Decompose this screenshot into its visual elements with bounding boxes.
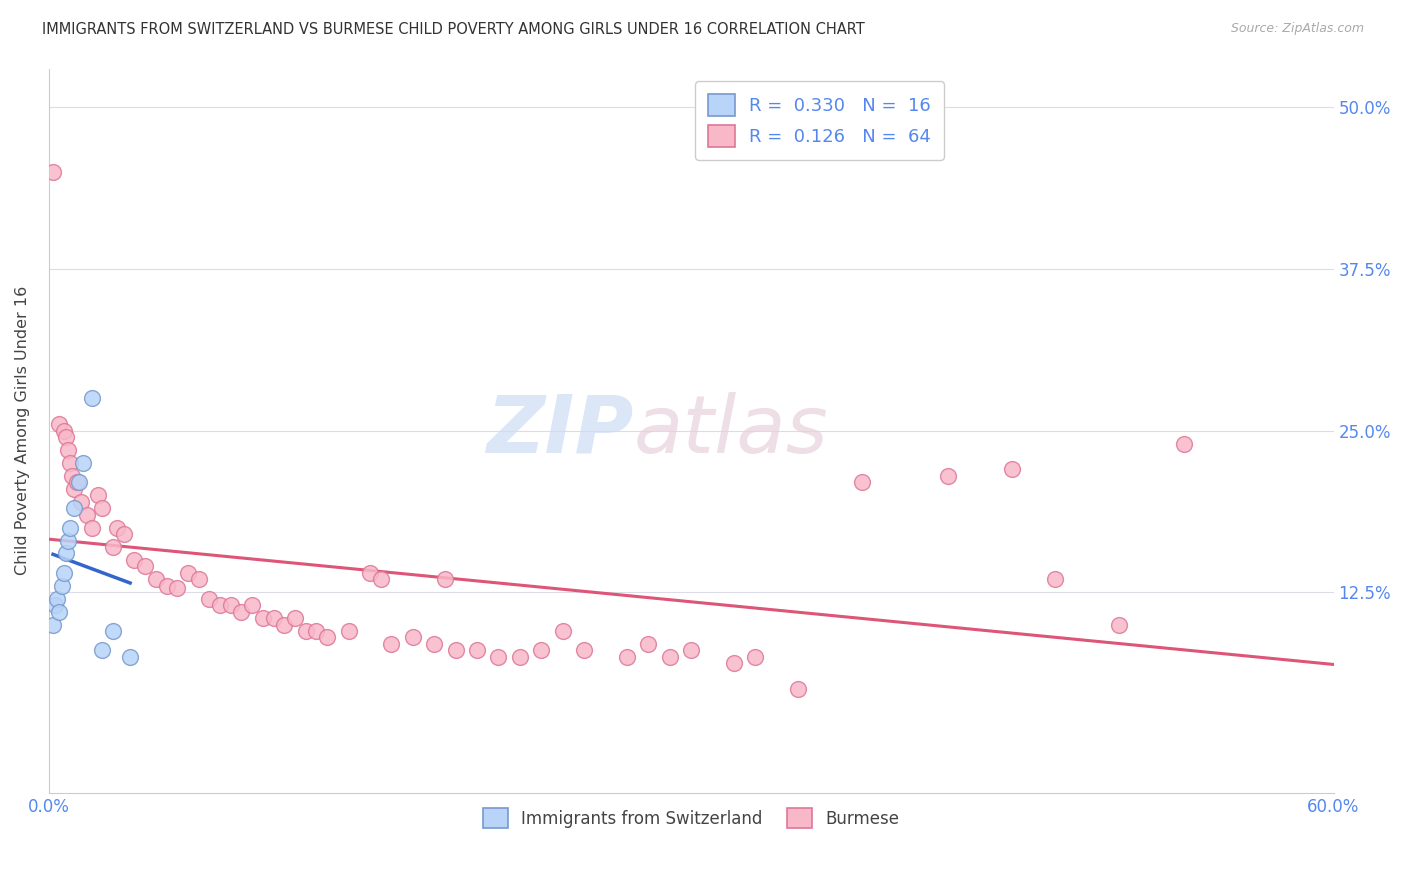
Point xyxy=(101,624,124,638)
Point xyxy=(402,631,425,645)
Point xyxy=(70,494,93,508)
Point xyxy=(52,424,75,438)
Point xyxy=(112,527,135,541)
Point xyxy=(486,649,509,664)
Text: ZIP: ZIP xyxy=(486,392,633,469)
Point xyxy=(530,643,553,657)
Text: Source: ZipAtlas.com: Source: ZipAtlas.com xyxy=(1230,22,1364,36)
Point xyxy=(65,475,87,490)
Point xyxy=(252,611,274,625)
Point xyxy=(101,540,124,554)
Point xyxy=(67,475,90,490)
Point xyxy=(48,417,70,431)
Point xyxy=(145,572,167,586)
Point xyxy=(359,566,381,580)
Point xyxy=(177,566,200,580)
Point xyxy=(209,598,232,612)
Point xyxy=(124,553,146,567)
Point xyxy=(63,482,86,496)
Point xyxy=(380,637,402,651)
Point xyxy=(55,430,77,444)
Point xyxy=(616,649,638,664)
Point xyxy=(572,643,595,657)
Point xyxy=(105,520,128,534)
Point xyxy=(42,165,65,179)
Point xyxy=(305,624,328,638)
Point xyxy=(51,579,73,593)
Point xyxy=(465,643,488,657)
Point xyxy=(59,456,82,470)
Point xyxy=(59,520,82,534)
Point xyxy=(72,456,94,470)
Point xyxy=(56,533,79,548)
Point xyxy=(56,442,79,457)
Point xyxy=(337,624,360,638)
Point xyxy=(1173,436,1195,450)
Point xyxy=(787,682,810,697)
Point xyxy=(370,572,392,586)
Point xyxy=(936,468,959,483)
Point xyxy=(681,643,703,657)
Legend: Immigrants from Switzerland, Burmese: Immigrants from Switzerland, Burmese xyxy=(477,801,907,835)
Point xyxy=(444,643,467,657)
Point xyxy=(551,624,574,638)
Point xyxy=(166,582,188,596)
Point xyxy=(42,617,65,632)
Point xyxy=(80,520,103,534)
Point xyxy=(55,546,77,560)
Point xyxy=(744,649,766,664)
Point xyxy=(637,637,659,651)
Point xyxy=(294,624,316,638)
Y-axis label: Child Poverty Among Girls Under 16: Child Poverty Among Girls Under 16 xyxy=(15,286,30,575)
Point xyxy=(91,643,114,657)
Point xyxy=(120,649,142,664)
Point xyxy=(44,598,66,612)
Point xyxy=(316,631,339,645)
Point xyxy=(1001,462,1024,476)
Text: IMMIGRANTS FROM SWITZERLAND VS BURMESE CHILD POVERTY AMONG GIRLS UNDER 16 CORREL: IMMIGRANTS FROM SWITZERLAND VS BURMESE C… xyxy=(42,22,865,37)
Point xyxy=(155,579,177,593)
Point xyxy=(91,501,114,516)
Point xyxy=(1043,572,1066,586)
Text: atlas: atlas xyxy=(633,392,828,469)
Point xyxy=(231,605,253,619)
Point xyxy=(187,572,209,586)
Point xyxy=(423,637,446,651)
Point xyxy=(76,508,98,522)
Point xyxy=(80,391,103,405)
Point xyxy=(273,617,295,632)
Point xyxy=(219,598,242,612)
Point xyxy=(851,475,873,490)
Point xyxy=(240,598,263,612)
Point xyxy=(60,468,83,483)
Point xyxy=(509,649,531,664)
Point xyxy=(48,605,70,619)
Point xyxy=(1108,617,1130,632)
Point xyxy=(198,591,221,606)
Point xyxy=(134,559,156,574)
Point xyxy=(658,649,681,664)
Point xyxy=(433,572,456,586)
Point xyxy=(63,501,86,516)
Point xyxy=(723,657,745,671)
Point xyxy=(284,611,307,625)
Point xyxy=(87,488,110,502)
Point xyxy=(263,611,285,625)
Point xyxy=(52,566,75,580)
Point xyxy=(46,591,69,606)
